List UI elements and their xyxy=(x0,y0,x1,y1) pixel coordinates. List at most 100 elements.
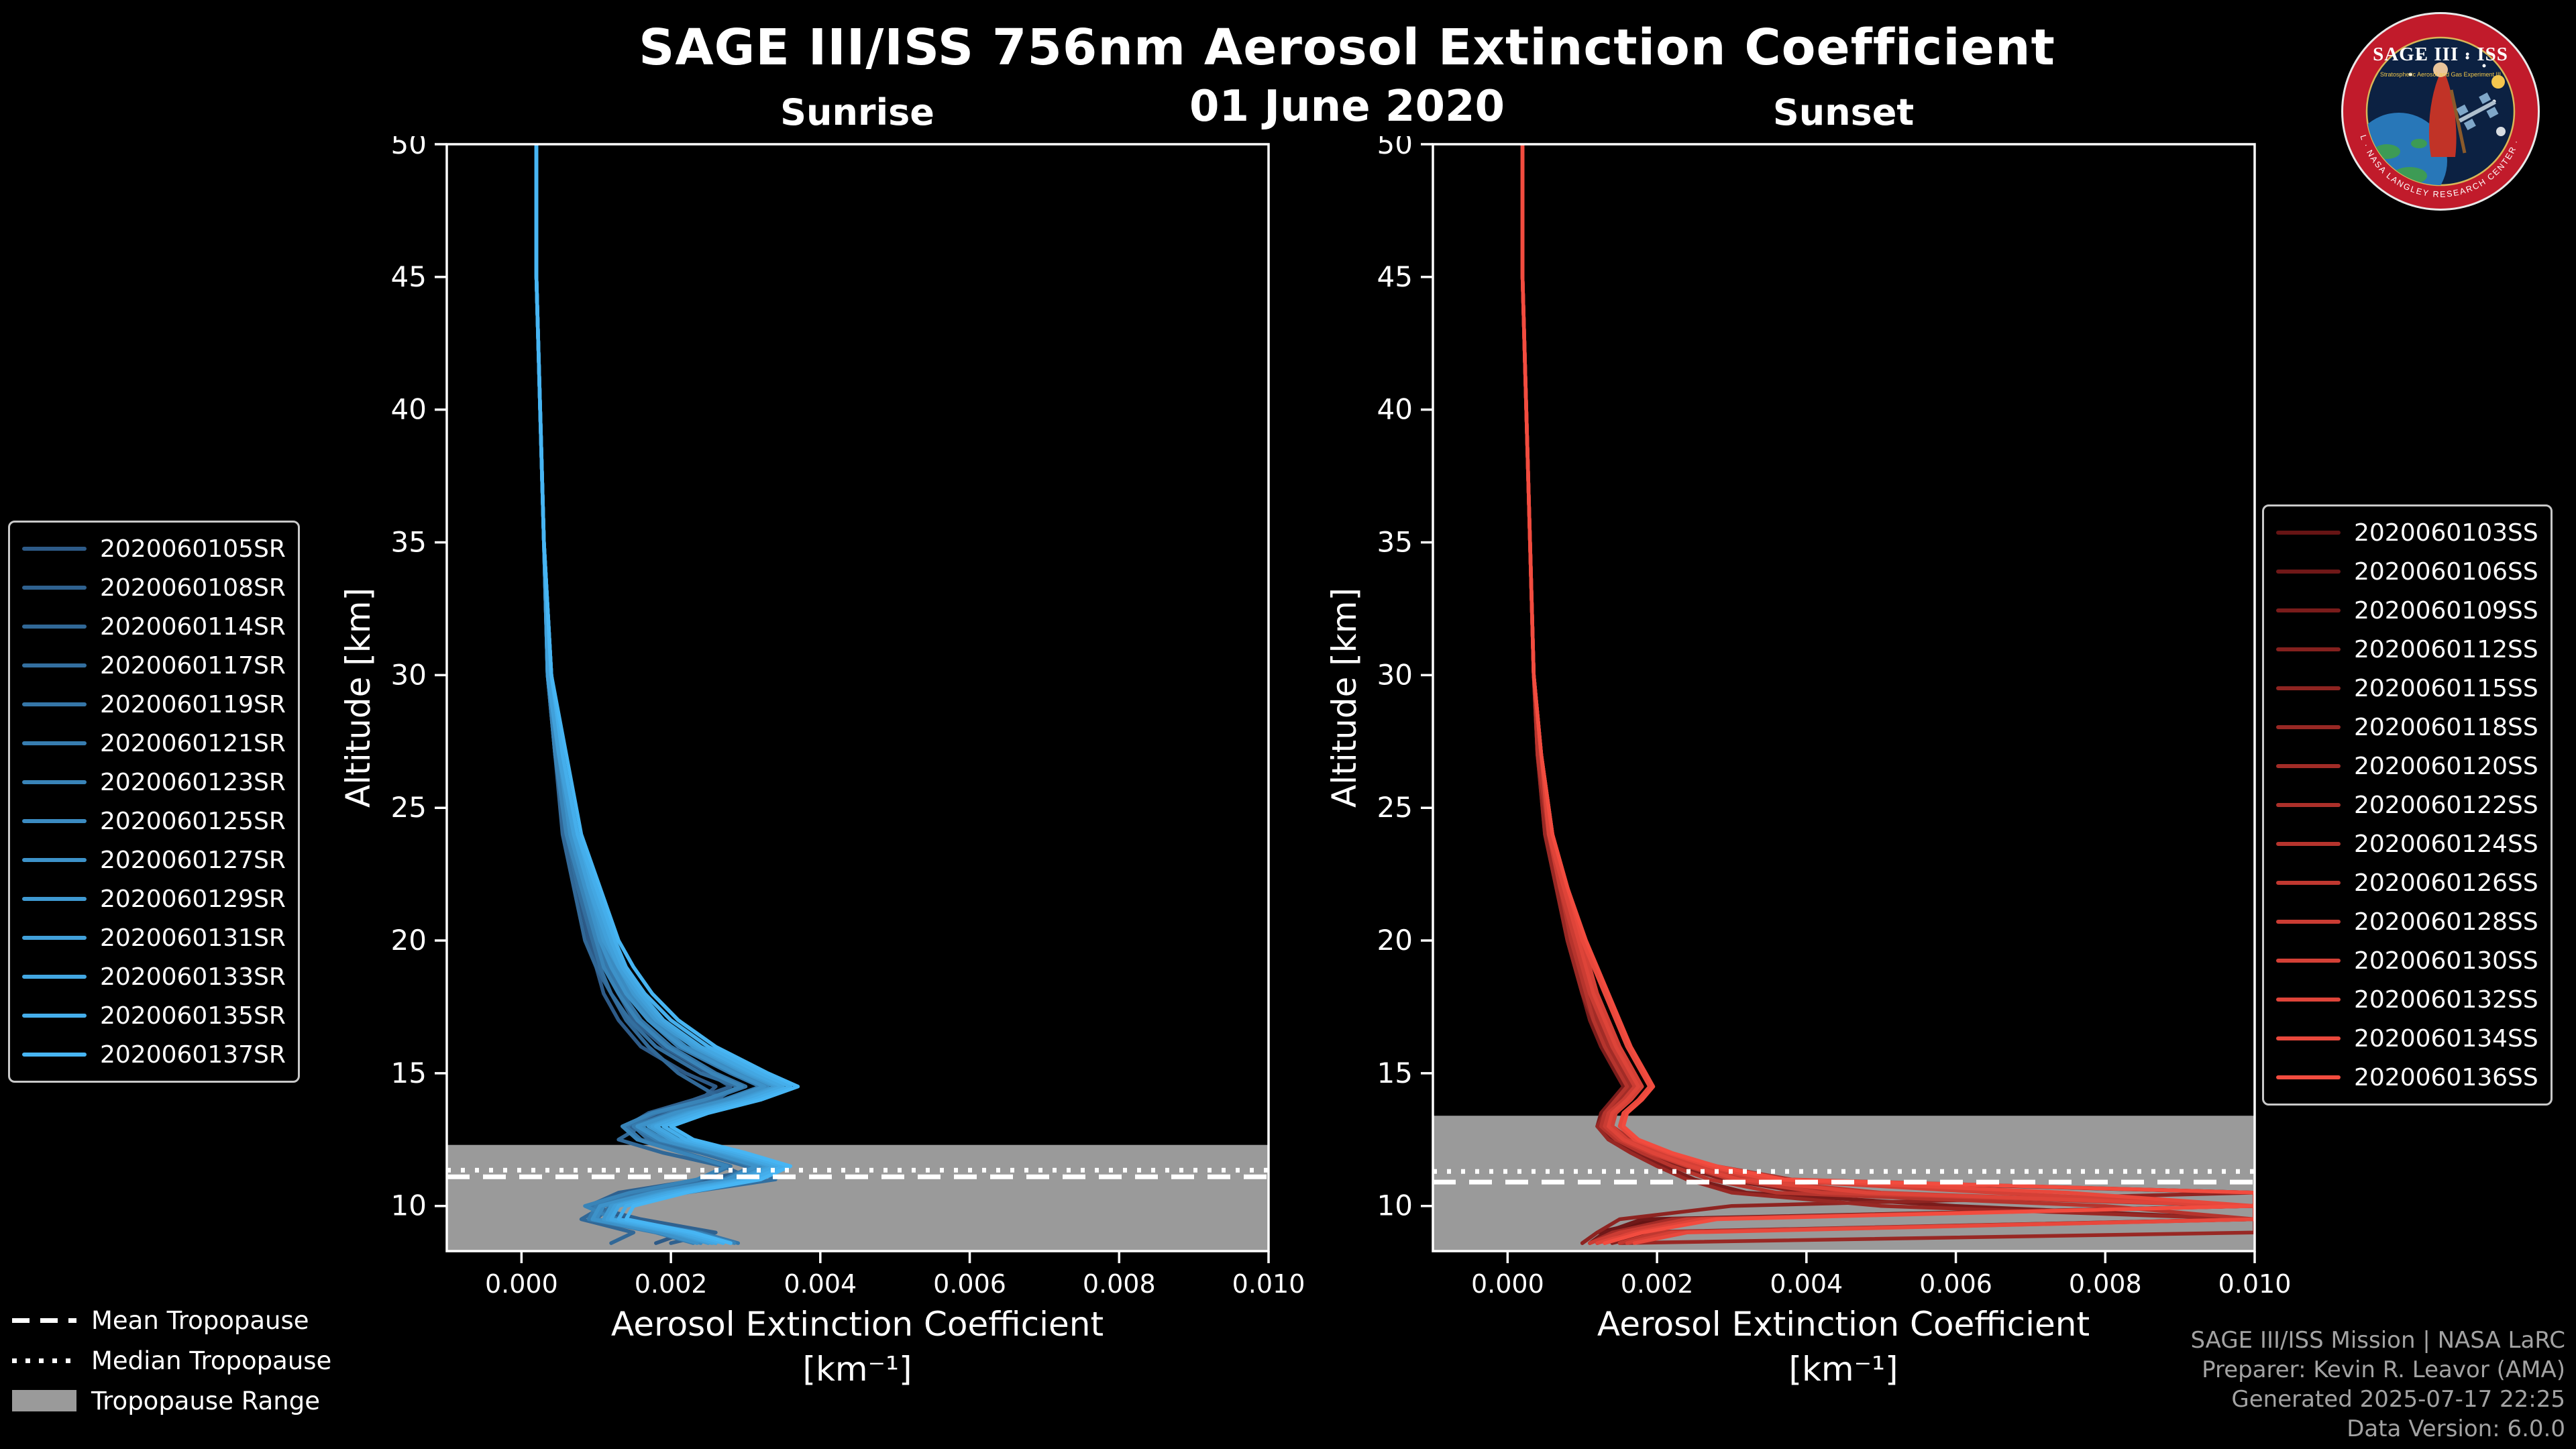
legend-label: 2020060130SS xyxy=(2354,947,2538,975)
legend-item: 2020060126SS xyxy=(2276,863,2538,902)
legend-line-swatch xyxy=(22,897,87,901)
legend-item: 2020060114SR xyxy=(22,607,286,646)
figure-date: 01 June 2020 xyxy=(1189,82,1505,131)
legend-label: 2020060109SS xyxy=(2354,596,2538,625)
legend-label: 2020060122SS xyxy=(2354,791,2538,819)
y-tick-label: 25 xyxy=(1377,791,1413,824)
star-icon xyxy=(2482,64,2486,68)
y-tick-label: 50 xyxy=(391,136,427,160)
x-tick-label: 0.000 xyxy=(1471,1269,1544,1299)
legend-label: 2020060137SR xyxy=(100,1040,286,1069)
range-box-swatch xyxy=(12,1390,76,1411)
legend-item: 2020060119SR xyxy=(22,685,286,724)
logo-title: SAGE III · ISS xyxy=(2373,44,2508,65)
x-tick-label: 0.008 xyxy=(2069,1269,2142,1299)
legend-line-swatch xyxy=(22,663,87,667)
legend-line-swatch xyxy=(2276,764,2341,768)
y-tick-label: 15 xyxy=(1377,1057,1413,1089)
series-line-2020060132SS xyxy=(1520,144,2255,1245)
legend-line-swatch xyxy=(22,936,87,940)
legend-line-swatch xyxy=(22,547,87,551)
legend-label: 2020060127SR xyxy=(100,846,286,874)
sunset-legend: 2020060103SS 2020060106SS 2020060109SS 2020… xyxy=(2262,504,2553,1106)
y-tick-label: 40 xyxy=(391,393,427,426)
legend-label: Mean Tropopause xyxy=(91,1305,309,1335)
legend-line-swatch xyxy=(2276,959,2341,963)
footer-line-generated: Generated 2025-07-17 22:25 xyxy=(2231,1386,2565,1413)
sage-figure-icon xyxy=(2428,72,2457,157)
sunset-x-axis-unit: [km⁻¹] xyxy=(1788,1350,1898,1389)
figure-title: SAGE III/ISS 756nm Aerosol Extinction Co… xyxy=(639,19,2055,76)
legend-label: 2020060136SS xyxy=(2354,1063,2538,1091)
legend-line-swatch xyxy=(22,1053,87,1057)
legend-item-mean-tropopause: Mean Tropopause xyxy=(12,1305,331,1335)
y-tick-label: 45 xyxy=(1377,260,1413,293)
sunset-panel-title: Sunset xyxy=(1772,91,1915,133)
legend-label: 2020060135SR xyxy=(100,1002,286,1030)
legend-label: 2020060128SS xyxy=(2354,908,2538,936)
sage-figure-head xyxy=(2433,62,2448,77)
x-tick-label: 0.004 xyxy=(784,1269,857,1299)
footer-line-version: Data Version: 6.0.0 xyxy=(2347,1415,2565,1442)
legend-label: 2020060118SS xyxy=(2354,713,2538,741)
legend-label: 2020060129SR xyxy=(100,885,286,913)
legend-label: 2020060134SS xyxy=(2354,1024,2538,1053)
legend-item: 2020060117SR xyxy=(22,646,286,685)
legend-item: 2020060131SR xyxy=(22,918,286,957)
earth-land xyxy=(2411,139,2427,148)
legend-line-swatch xyxy=(2276,842,2341,846)
y-tick-label: 40 xyxy=(1377,393,1413,426)
legend-label: 2020060132SS xyxy=(2354,985,2538,1014)
legend-line-swatch xyxy=(2276,608,2341,612)
legend-label: 2020060131SR xyxy=(100,924,286,952)
x-tick-label: 0.006 xyxy=(1919,1269,1992,1299)
moon-icon xyxy=(2496,127,2506,136)
sunrise-panel-title: Sunrise xyxy=(780,91,934,133)
legend-label: 2020060120SS xyxy=(2354,752,2538,780)
y-tick-label: 35 xyxy=(391,526,427,559)
legend-line-swatch xyxy=(2276,647,2341,651)
y-tick-label: 30 xyxy=(391,658,427,691)
legend-label: 2020060121SR xyxy=(100,729,286,757)
axes-frame xyxy=(445,143,1270,1252)
sunrise-plot: 0.000 0.002 0.004 0.006 0.008 0.010 10 15 20 25 30… xyxy=(366,127,1319,1350)
legend-item: 2020060127SR xyxy=(22,841,286,879)
legend-item: 2020060123SR xyxy=(22,763,286,802)
star-icon xyxy=(2465,56,2469,60)
sage-staff xyxy=(2449,89,2467,154)
legend-label: 2020060123SR xyxy=(100,768,286,796)
legend-line-swatch xyxy=(2276,998,2341,1002)
y-tick-label: 45 xyxy=(391,260,427,293)
tropopause-legend: Mean Tropopause Median Tropopause Tropop… xyxy=(12,1305,331,1428)
x-tick-label: 0.002 xyxy=(1621,1269,1694,1299)
footer-line-preparer: Preparer: Kevin R. Leavor (AMA) xyxy=(2202,1356,2565,1383)
sunrise-chart-svg: 0.000 0.002 0.004 0.006 0.008 0.010 10 15 20 25 30… xyxy=(391,127,1305,1299)
series-line-2020060137SR xyxy=(534,144,800,1245)
legend-item: 2020060122SS xyxy=(2276,786,2538,824)
sunrise-legend: 2020060105SR 2020060108SR 2020060114SR 2020… xyxy=(8,521,300,1083)
legend-item: 2020060124SS xyxy=(2276,824,2538,863)
legend-item: 2020060136SS xyxy=(2276,1058,2538,1097)
legend-item: 2020060133SR xyxy=(22,957,286,996)
legend-label: 2020060125SR xyxy=(100,807,286,835)
iss-icon xyxy=(2456,92,2499,131)
legend-item: 2020060130SS xyxy=(2276,941,2538,980)
series-line-2020060125SR xyxy=(534,144,770,1245)
legend-item: 2020060109SS xyxy=(2276,591,2538,630)
sunset-x-axis-label: Aerosol Extinction Coefficient xyxy=(1597,1305,2090,1344)
legend-label: 2020060106SS xyxy=(2354,557,2538,586)
legend-label: 2020060124SS xyxy=(2354,830,2538,858)
axes-frame xyxy=(1432,143,2256,1252)
legend-line-swatch xyxy=(22,702,87,706)
legend-line-swatch xyxy=(22,858,87,862)
legend-label: 2020060114SR xyxy=(100,612,286,641)
legend-label: 2020060115SS xyxy=(2354,674,2538,702)
legend-item: 2020060135SR xyxy=(22,996,286,1035)
dotted-line-swatch xyxy=(12,1358,76,1363)
y-tick-label: 25 xyxy=(391,791,427,824)
y-tick-label: 10 xyxy=(391,1189,427,1222)
legend-item-median-tropopause: Median Tropopause xyxy=(12,1346,331,1375)
legend-label: 2020060108SR xyxy=(100,574,286,602)
logo-subtitle: Stratospheric Aerosol and Gas Experiment… xyxy=(2380,71,2501,78)
legend-item: 2020060137SR xyxy=(22,1035,286,1074)
